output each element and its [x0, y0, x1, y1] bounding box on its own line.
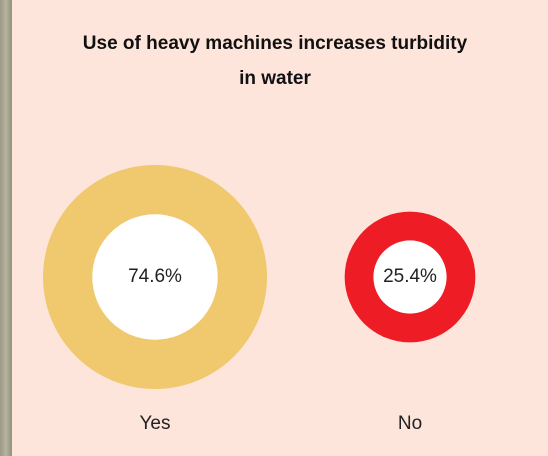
bubble-hole [373, 240, 447, 314]
chart-title: Use of heavy machines increases turbidit… [82, 33, 468, 89]
bubble-hole [92, 214, 218, 340]
value-label: 25.4% [383, 266, 437, 287]
category-label: Yes [140, 413, 171, 434]
value-label: 74.6% [128, 266, 182, 287]
category-label: No [398, 413, 422, 434]
